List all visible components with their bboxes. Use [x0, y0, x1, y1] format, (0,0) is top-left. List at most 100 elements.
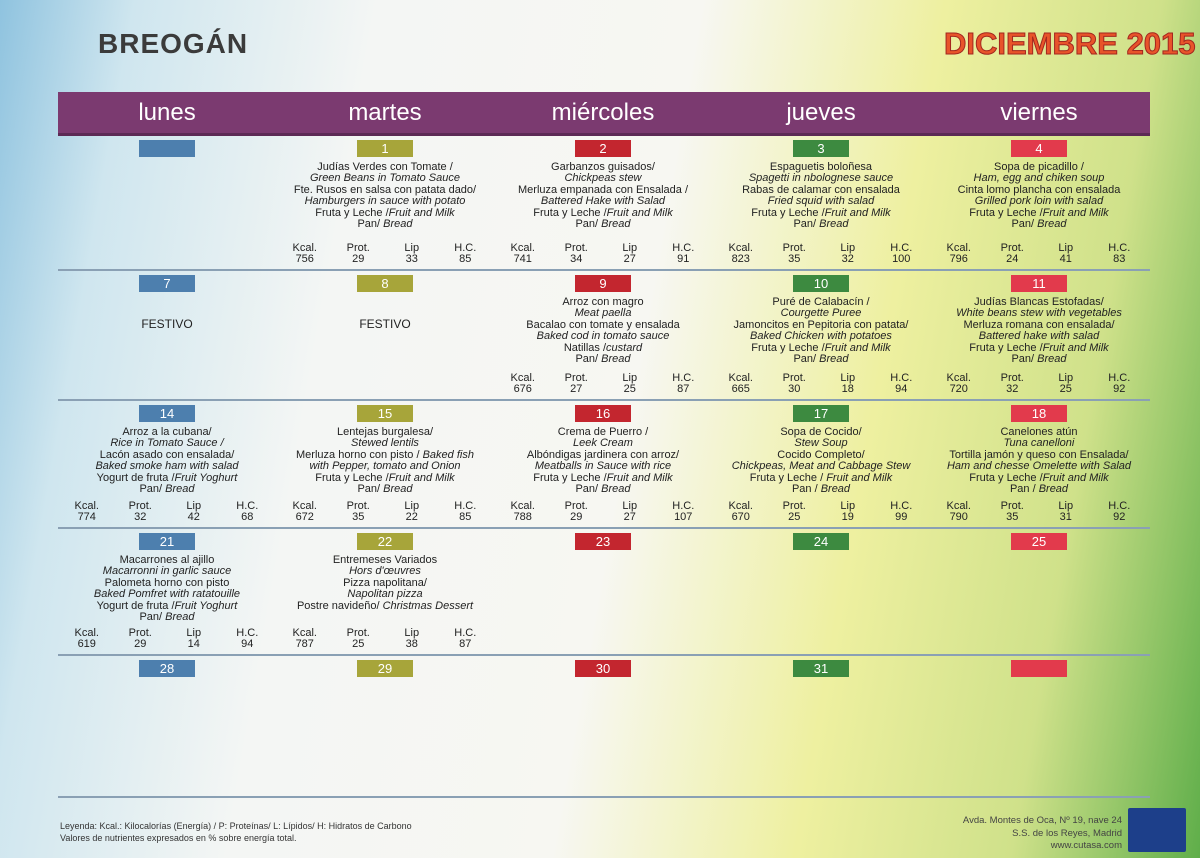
dish-en: Green Beans in Tomato Sauce	[309, 172, 460, 185]
nutrition-label: Lip	[404, 627, 420, 639]
dish-en: Bread	[165, 483, 195, 496]
dish-es: Crema de Puerro /	[557, 426, 649, 438]
nutrition-label: Prot.	[346, 627, 370, 639]
dish-en: Baked fish	[422, 448, 474, 461]
menu-line: Pan/ Bread	[296, 483, 474, 496]
menu: Judías Verdes con Tomate / Green Beans in…	[294, 161, 476, 230]
nutrition-label: H.C.	[890, 242, 913, 254]
nutrition-value: 741	[513, 253, 532, 265]
nutrition: Kcal. Prot. Lip H.C. 619 29 14 94	[60, 628, 274, 650]
menu: Sopa de picadillo / Ham, egg and chiken s…	[957, 161, 1121, 230]
day-cell: 31	[712, 657, 930, 794]
dish-es: Espaguetis boloñesa	[769, 161, 873, 173]
dish-en: Chickpeas stew	[564, 172, 642, 185]
nutrition-value: 87	[677, 383, 690, 395]
menu-line: Chickpeas, Meat and Cabbage Stew	[732, 461, 911, 472]
nutrition-label: Prot.	[1000, 500, 1024, 512]
day-badge: 22	[357, 533, 413, 550]
nutrition-label: H.C.	[672, 242, 695, 254]
nutrition-value: 85	[459, 253, 472, 265]
dish-en: Baked Chicken with potatoes	[750, 330, 892, 343]
legend-line: Leyenda: Kcal.: Kilocalorías (Energía) /…	[60, 821, 412, 831]
dish-es: Tortilla jamón y queso con Ensalada/	[949, 448, 1129, 461]
menu-line: Fruta y Leche /Fruit and Milk	[947, 471, 1131, 484]
nutrition-value: 619	[77, 638, 96, 650]
menu-line: Pan/ Bread	[742, 218, 900, 230]
dish-es: Natillas /	[563, 341, 607, 354]
dish-es: Sopa de Cocido/	[780, 426, 862, 438]
dish-es: Pan/	[575, 483, 602, 496]
nutrition-label: Prot.	[128, 627, 152, 639]
menu-line: Baked Chicken with potatoes	[734, 331, 909, 342]
dish-en: custard	[606, 341, 643, 354]
dish-en: Spagetti in nbolognese sauce	[748, 172, 894, 185]
menu-line: Pan / Bread	[732, 483, 911, 495]
menu: Espaguetis boloñesa Spagetti in nbolognes…	[742, 161, 900, 230]
dish-es: Albóndigas jardinera con arroz/	[526, 448, 680, 461]
dish-es: Yogurt de fruta /	[96, 471, 175, 484]
nutrition-value: 92	[1113, 511, 1126, 523]
nutrition: Kcal. Prot. Lip H.C. 756 29 33 85	[278, 243, 492, 265]
dish-es: Cinta lomo plancha con ensalada	[957, 183, 1121, 196]
menu-line: Entremeses Variados	[297, 554, 473, 566]
nutrition-label: Prot.	[782, 500, 806, 512]
day-cell: 10 Puré de Calabacín / Courgette Puree Jamo…	[712, 272, 930, 397]
address-line: www.cutasa.com	[1050, 840, 1122, 851]
dish-en: Fruit and Milk	[826, 471, 893, 484]
nutrition-label: Lip	[404, 500, 420, 512]
dish-en: Baked cod in tomato sauce	[536, 330, 670, 343]
nutrition-value: 32	[841, 253, 854, 265]
nutrition-value: 25	[352, 638, 365, 650]
menu-line: Natillas /custard	[526, 341, 680, 354]
dish-en: Grilled pork loin with salad	[974, 195, 1104, 208]
dish-es: Yogurt de fruta /	[96, 599, 175, 612]
menu-line: Fte. Rusos en salsa con patata dado/	[294, 184, 476, 196]
menu-line: Pan/ Bread	[94, 611, 240, 623]
menu-line: Merluza empanada con Ensalada /	[518, 184, 688, 196]
nutrition: Kcal. Prot. Lip H.C. 823 35 32 100	[714, 243, 928, 265]
nutrition-label: Kcal.	[728, 500, 753, 512]
dish-es: Lentejas burgalesa/	[336, 426, 433, 438]
nutrition-value: 676	[513, 383, 532, 395]
menu-line: Arroz a la cubana/	[95, 426, 238, 438]
menu-line: White beans stew with vegetables	[956, 308, 1122, 319]
menu: Arroz con magro Meat paella Bacalao con to…	[526, 296, 680, 365]
dish-en: Leek Cream	[573, 437, 633, 450]
dish-es: Fruta y Leche /	[969, 206, 1043, 219]
dish-es: Pan /	[1009, 483, 1039, 496]
dish-es: Arroz con magro	[562, 296, 644, 308]
dish-es: Puré de Calabacín /	[772, 296, 870, 308]
nutrition-value: 774	[77, 511, 96, 523]
menu: Canelones atún Tuna canelloni Tortilla jam…	[947, 426, 1131, 496]
address-line: Avda. Montes de Oca, Nº 19, nave 24	[962, 815, 1122, 826]
nutrition-label: Lip	[404, 242, 420, 254]
row-divider	[58, 527, 1150, 529]
menu-line: Stew Soup	[732, 438, 911, 449]
day-cell	[58, 137, 276, 267]
menu-line: Pan/ Bread	[294, 218, 476, 230]
menu-line: Stewed lentils	[296, 438, 474, 449]
nutrition-value: 19	[841, 511, 854, 523]
menu-line: Bacalao con tomate y ensalada	[526, 319, 680, 331]
nutrition-value: 787	[295, 638, 314, 650]
menu-line: Hamburgers in sauce with potato	[294, 196, 476, 207]
nutrition-value: 41	[1059, 253, 1072, 265]
nutrition-label: Kcal.	[946, 242, 971, 254]
dish-en: Bread	[383, 483, 413, 496]
nutrition-label: H.C.	[672, 500, 695, 512]
nutrition-label: Prot.	[1000, 372, 1024, 384]
menu-line: Lentejas burgalesa/	[296, 426, 474, 438]
dish-en: Baked smoke ham with salad	[95, 460, 239, 473]
dish-en: Bread	[601, 483, 631, 496]
dish-es: Garbanzos guisados/	[551, 161, 655, 173]
menu-line: Merluza horno con pisto / Baked fish	[296, 448, 474, 461]
day-badge: 8	[357, 275, 413, 292]
dish-en: Fruit and Milk	[388, 471, 455, 484]
nutrition-label: Kcal.	[946, 372, 971, 384]
dish-es: Rabas de calamar con ensalada	[742, 183, 900, 196]
nutrition-value: 83	[1113, 253, 1126, 265]
menu-line: Ham and chesse Omelette with Salad	[947, 461, 1131, 472]
dish-es: Fruta y Leche /	[969, 471, 1043, 484]
menu-line: Fruta y Leche / Fruit and Milk	[732, 471, 911, 484]
menu-line: Baked smoke ham with salad	[95, 461, 238, 472]
